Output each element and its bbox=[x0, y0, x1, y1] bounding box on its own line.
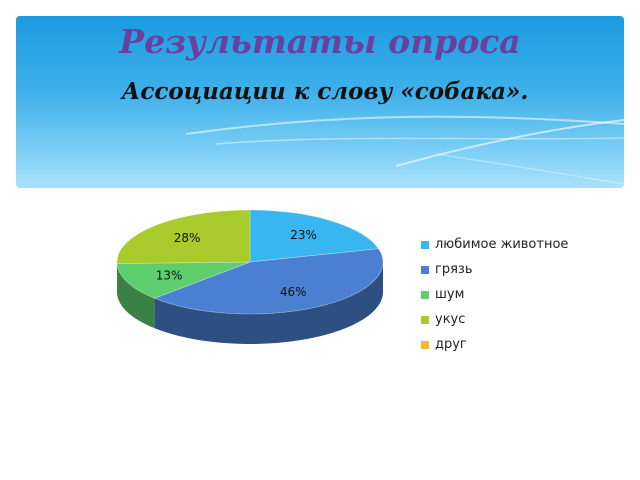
data-label-dirt: 46% bbox=[280, 285, 307, 299]
legend-item-friend: друг bbox=[421, 332, 568, 357]
data-label-pet: 23% bbox=[290, 228, 317, 242]
legend-swatch-noise bbox=[421, 290, 429, 299]
legend-swatch-pet bbox=[421, 240, 429, 249]
pie-slice-noise bbox=[116, 261, 251, 299]
legend-swatch-bite bbox=[421, 315, 429, 324]
slide-subtitle: Ассоциации к слову «собака». bbox=[121, 78, 529, 105]
pie-slice-bite bbox=[116, 209, 251, 264]
pie-side-noise bbox=[117, 263, 155, 329]
chart-legend: любимое животное грязь шум укус друг bbox=[421, 232, 568, 357]
slide-title: Результаты опроса bbox=[119, 22, 521, 61]
data-label-bite: 28% bbox=[174, 231, 201, 245]
legend-item-bite: укус bbox=[421, 307, 568, 332]
decorative-waves bbox=[185, 115, 624, 185]
legend-item-dirt: грязь bbox=[421, 257, 568, 282]
legend-item-noise: шум bbox=[421, 282, 568, 307]
legend-label-friend: друг bbox=[435, 337, 467, 352]
legend-swatch-friend bbox=[421, 340, 429, 349]
legend-item-pet: любимое животное bbox=[421, 232, 568, 257]
pie-slice-dirt bbox=[153, 248, 384, 315]
legend-label-pet: любимое животное bbox=[435, 237, 569, 252]
header-banner bbox=[16, 16, 624, 188]
data-label-noise: 13% bbox=[156, 268, 183, 282]
legend-label-dirt: грязь bbox=[435, 262, 473, 277]
pie-slice-pet bbox=[249, 209, 380, 263]
legend-label-bite: укус bbox=[435, 312, 466, 327]
legend-label-noise: шум bbox=[435, 287, 465, 302]
pie-side-dirt bbox=[154, 262, 383, 344]
legend-swatch-dirt bbox=[421, 265, 429, 274]
